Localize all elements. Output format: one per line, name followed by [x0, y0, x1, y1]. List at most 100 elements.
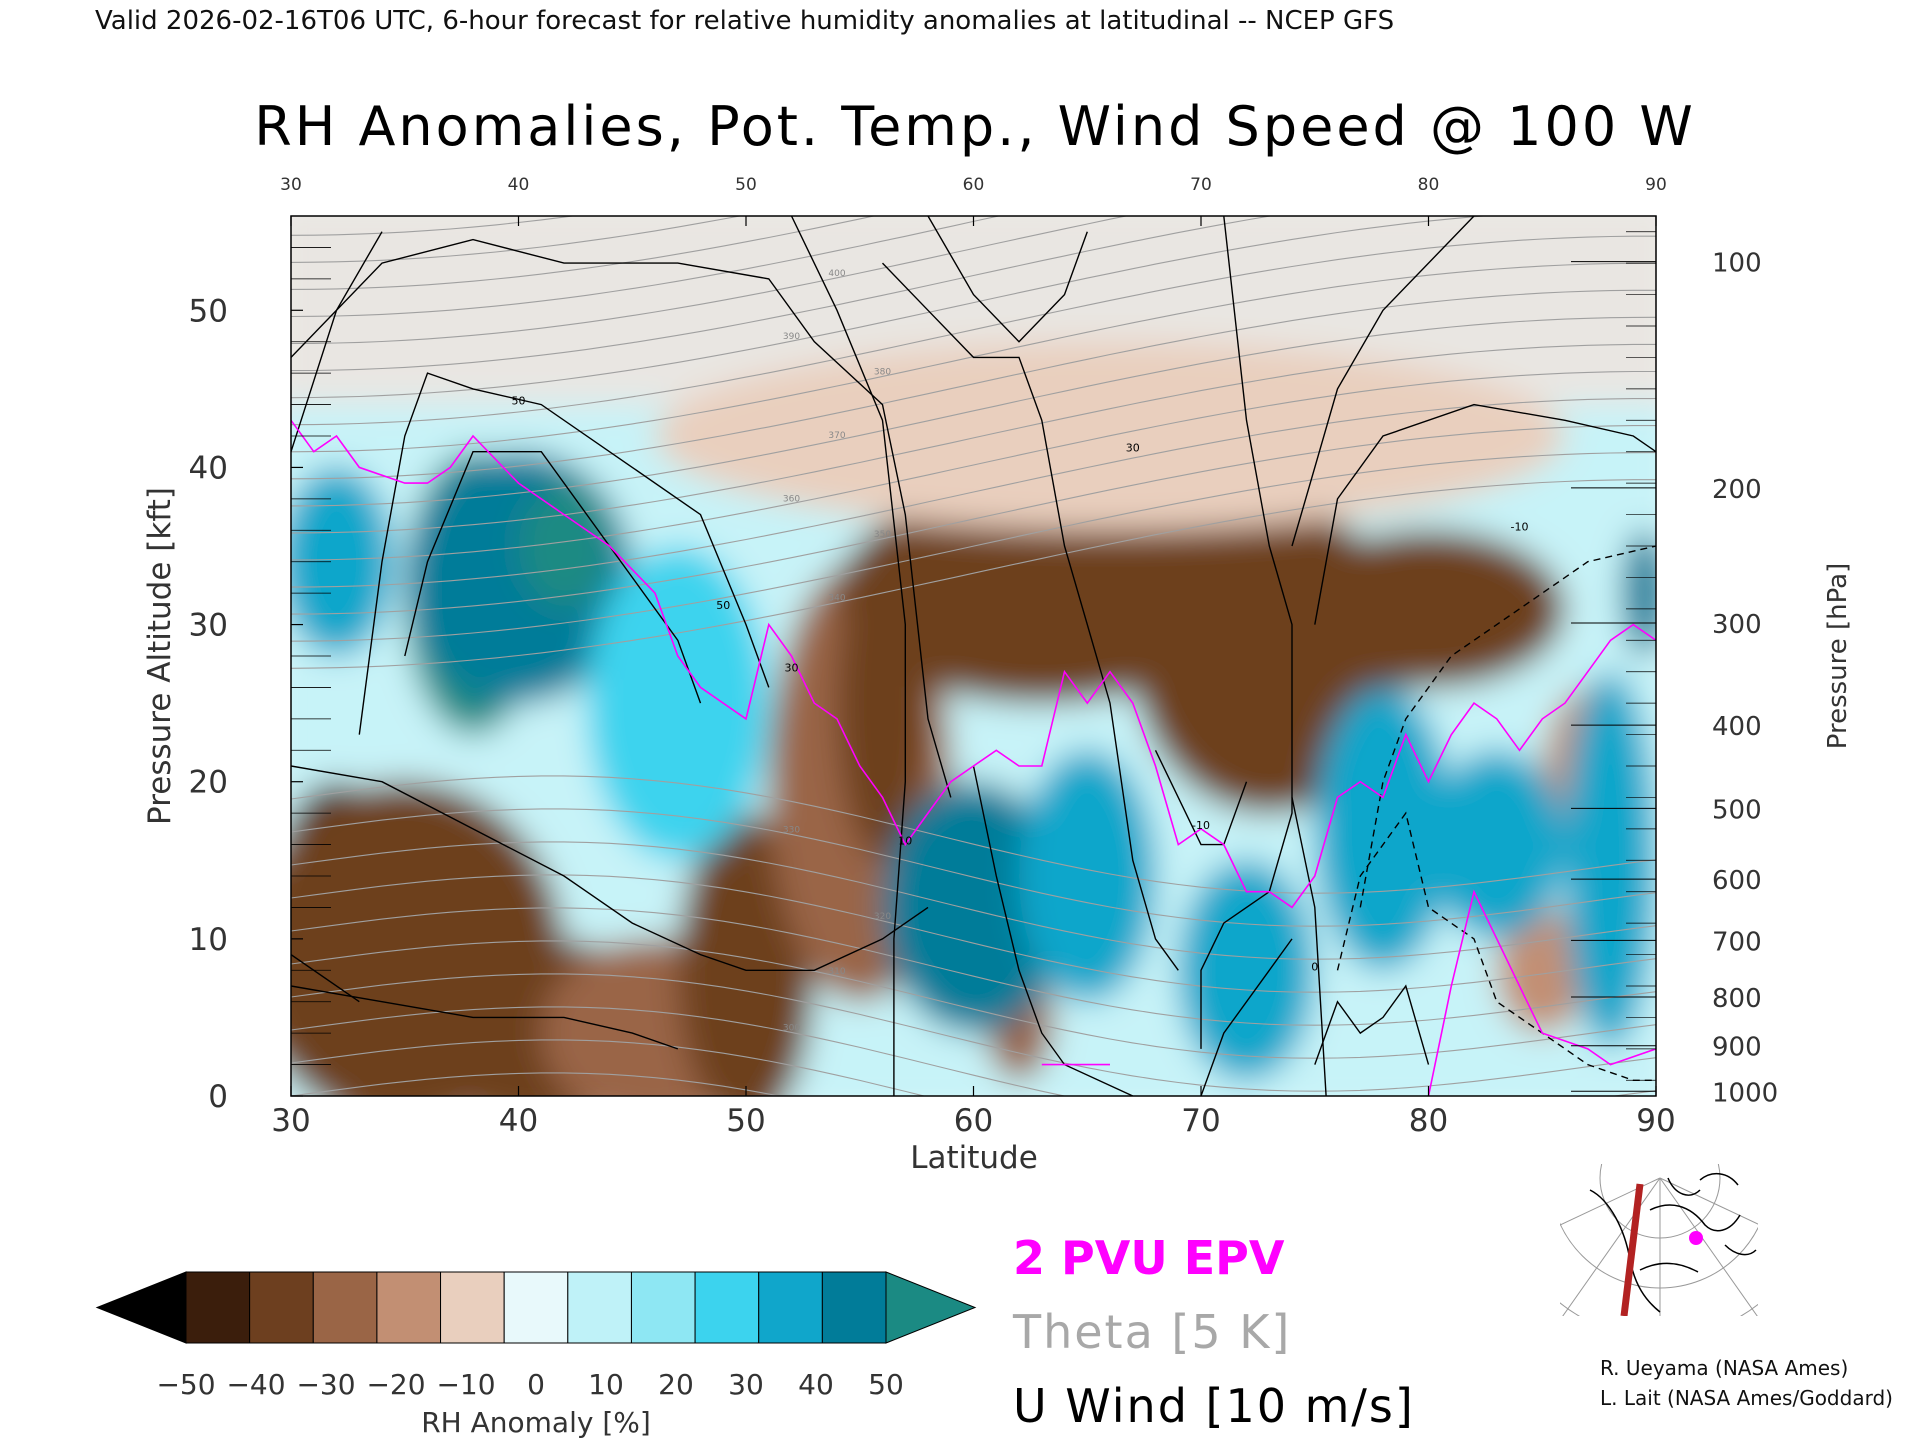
colorbar-boxes — [95, 1271, 977, 1344]
theta-line — [291, 343, 1656, 534]
rh-moist-region — [1178, 860, 1315, 1081]
u-wind-line — [404, 451, 702, 704]
colorbar: −50 −40 −30 −20 −10 0 10 20 30 40 50 RH Anomaly [%… — [95, 1271, 977, 1439]
theta-line — [291, 216, 877, 290]
theta-label: 420 — [783, 170, 800, 180]
y-axis-label-left: Pressure Altitude [kft] — [142, 487, 178, 825]
theta-line — [291, 216, 743, 263]
colorbar-tick-label: −20 — [366, 1368, 425, 1401]
theta-line — [291, 940, 1656, 1059]
u-wind-line — [291, 238, 952, 798]
y-axis-ticks: 0 10 20 30 40 50 — [189, 247, 331, 1115]
x-tick-label-top: 60 — [963, 175, 985, 195]
theta-label: 400 — [828, 269, 845, 279]
x-tick-label: 80 — [1409, 1103, 1448, 1139]
theta-line — [291, 907, 1656, 1026]
u-wind-line — [1314, 984, 1430, 1065]
u-wind-line — [927, 216, 1088, 343]
pressure-tick-label: 100 — [1712, 249, 1762, 279]
y-axis-label-right: Pressure [hPa] — [1823, 563, 1853, 750]
epv-line-lower — [1427, 889, 1656, 1096]
x-tick-label-top: 30 — [280, 175, 302, 195]
colorbar-box — [503, 1271, 569, 1344]
u-wind-contours — [291, 216, 1656, 1096]
colorbar-tick-label: −40 — [226, 1368, 285, 1401]
u-wind-label: 50 — [512, 395, 526, 408]
u-wind-line — [1291, 797, 1327, 1096]
theta-line — [291, 216, 1274, 372]
rh-dry-region — [1292, 530, 1565, 688]
colorbar-tick-label: 40 — [798, 1368, 834, 1401]
theta-line — [291, 874, 1656, 993]
x-tick-label: 90 — [1636, 1103, 1675, 1139]
pressure-tick-label: 900 — [1712, 1033, 1762, 1063]
legend-epv: 2 PVU EPV — [1013, 1231, 1285, 1285]
colorbar-tick-label: 0 — [527, 1368, 545, 1401]
u-wind-line — [1291, 216, 1475, 547]
theta-line — [291, 808, 1656, 927]
colorbar-tick-label: −50 — [156, 1368, 215, 1401]
x-tick-label-top: 50 — [735, 175, 757, 195]
rh-dry-region — [1496, 907, 1588, 1034]
pressure-tick-label: 1000 — [1712, 1078, 1778, 1108]
colorbar-tick-label: 20 — [658, 1368, 694, 1401]
u-wind-dashed-line — [1359, 545, 1656, 908]
theta-contour-labels: 290 300 310 320 330 340 350 360 370 380 390 400 410 4… — [783, 170, 891, 1120]
x-tick-label: 70 — [1181, 1103, 1220, 1139]
pressure-tick-label: 700 — [1712, 927, 1762, 957]
colorbar-box — [694, 1271, 760, 1344]
theta-label: 380 — [874, 367, 891, 377]
pressure-axis-ticks: 100 200 300 400 500 600 700 800 900 1000 — [1571, 231, 1778, 1108]
rh-moist-region — [1428, 750, 1565, 939]
theta-label: 410 — [874, 205, 891, 215]
pressure-tick-label: 400 — [1712, 712, 1762, 742]
colorbar-tick-label: −30 — [296, 1368, 355, 1401]
u-wind-line — [881, 262, 1179, 971]
u-wind-line — [1154, 749, 1248, 846]
x-tick-label-top: 80 — [1418, 175, 1440, 195]
theta-line — [291, 397, 1656, 588]
theta-line — [291, 1039, 927, 1096]
theta-label: 290 — [874, 1110, 891, 1120]
u-wind-contour-labels: 50 30 10 -10 0 50 30 -10 — [512, 395, 1529, 974]
colorbar-box — [249, 1271, 314, 1344]
x-tick-label-top: 90 — [1645, 175, 1667, 195]
pressure-tick-label: 500 — [1712, 795, 1762, 825]
colorbar-box — [312, 1271, 378, 1344]
rh-moist-region — [586, 546, 769, 861]
theta-line — [291, 1006, 1656, 1096]
colorbar-box — [376, 1271, 442, 1344]
theta-line — [291, 479, 1656, 669]
theta-line — [291, 452, 1656, 642]
theta-label: 350 — [874, 530, 891, 540]
x-tick-label: 40 — [499, 1103, 538, 1139]
theta-label: 330 — [783, 825, 800, 835]
u-wind-line — [358, 372, 770, 735]
theta-line — [291, 289, 1656, 480]
x-tick-label: 60 — [954, 1103, 993, 1139]
colorbar-box — [821, 1271, 887, 1344]
x-tick-label-top: 70 — [1190, 175, 1212, 195]
x-tick-label-top: 40 — [508, 175, 530, 195]
valid-line: Valid 2026-02-16T06 UTC, 6-hour forecast… — [95, 6, 1394, 36]
y-tick-label: 0 — [208, 1079, 228, 1115]
colorbar-tick-label: 10 — [588, 1368, 624, 1401]
y-tick-label: 50 — [189, 293, 228, 329]
theta-line — [291, 235, 1656, 426]
colorbar-label: RH Anomaly [%] — [421, 1406, 651, 1439]
colorbar-right-arrow — [885, 1271, 977, 1344]
u-wind-line — [1200, 938, 1293, 1096]
theta-line — [291, 370, 1656, 561]
x-axis-label: Latitude — [910, 1140, 1038, 1176]
legend-theta: Theta [5 K] — [1012, 1305, 1291, 1359]
u-wind-label: 50 — [716, 599, 730, 612]
theta-label: 340 — [828, 594, 845, 604]
u-wind-label: -10 — [1192, 819, 1210, 832]
page-title: RH Anomalies, Pot. Temp., Wind Speed @ 1… — [254, 95, 1696, 158]
u-wind-line — [790, 216, 906, 1096]
colorbar-box — [630, 1271, 696, 1344]
epv-line-main — [291, 419, 1656, 909]
theta-label: 300 — [783, 1023, 800, 1033]
theta-label: 390 — [783, 332, 800, 342]
